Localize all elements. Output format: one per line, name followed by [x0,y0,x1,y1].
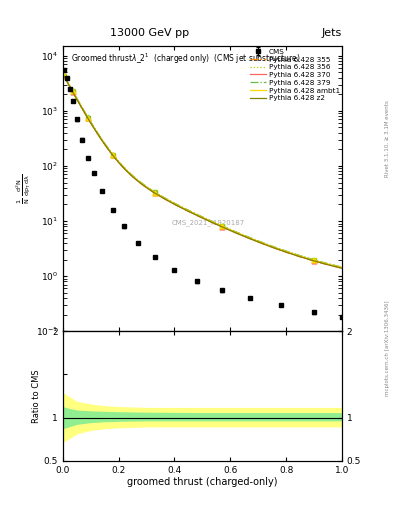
Pythia 6.428 370 [211,220,216,226]
Pythia 6.428 356 [193,211,198,217]
Pythia 6.428 ambt1 [195,212,200,218]
Pythia 6.428 355 [333,264,338,270]
Line: Pythia 6.428 356: Pythia 6.428 356 [63,74,342,267]
Pythia 6.428 355 [193,212,198,218]
Line: Pythia 6.428 379: Pythia 6.428 379 [63,74,342,267]
Text: mcplots.cern.ch [arXiv:1306.3436]: mcplots.cern.ch [arXiv:1306.3436] [385,301,390,396]
Line: Pythia 6.428 ambt1: Pythia 6.428 ambt1 [63,74,342,268]
Legend: CMS, Pythia 6.428 355, Pythia 6.428 356, Pythia 6.428 370, Pythia 6.428 379, Pyt: CMS, Pythia 6.428 355, Pythia 6.428 356,… [249,48,340,102]
Line: Pythia 6.428 355: Pythia 6.428 355 [63,75,342,268]
Pythia 6.428 379 [61,71,66,77]
Pythia 6.428 356 [340,264,344,270]
Pythia 6.428 z2 [333,264,338,270]
Text: Rivet 3.1.10, ≥ 3.1M events: Rivet 3.1.10, ≥ 3.1M events [385,100,390,177]
Pythia 6.428 355 [195,212,200,219]
Pythia 6.428 355 [227,227,231,233]
Pythia 6.428 370 [340,265,344,271]
Pythia 6.428 355 [211,220,216,226]
Text: Jets: Jets [321,28,342,38]
Pythia 6.428 379 [193,210,198,217]
Text: CMS_2021_I1920187: CMS_2021_I1920187 [171,220,244,226]
Pythia 6.428 356 [289,250,294,256]
Pythia 6.428 370 [289,251,294,257]
Pythia 6.428 379 [211,219,216,225]
Pythia 6.428 379 [195,211,200,218]
Pythia 6.428 ambt1 [211,220,216,226]
Pythia 6.428 356 [195,211,200,218]
Pythia 6.428 z2 [340,265,344,271]
Pythia 6.428 356 [333,263,338,269]
Pythia 6.428 370 [61,71,66,77]
Pythia 6.428 z2 [289,251,294,257]
Pythia 6.428 356 [61,71,66,77]
Pythia 6.428 ambt1 [289,250,294,257]
Pythia 6.428 ambt1 [227,226,231,232]
X-axis label: groomed thrust (charged-only): groomed thrust (charged-only) [127,477,277,487]
Pythia 6.428 356 [227,226,231,232]
Pythia 6.428 370 [193,211,198,218]
Pythia 6.428 z2 [195,212,200,219]
Pythia 6.428 355 [61,72,66,78]
Y-axis label: $\mathregular{\frac{1}{N}\ \frac{d^{2}N}{d p_{T}\, d\lambda}}$: $\mathregular{\frac{1}{N}\ \frac{d^{2}N}… [15,174,33,204]
Pythia 6.428 z2 [61,72,66,78]
Text: Groomed thrust$\lambda\_2^1$  (charged only)  (CMS jet substructure): Groomed thrust$\lambda\_2^1$ (charged on… [71,52,301,66]
Pythia 6.428 355 [289,251,294,257]
Pythia 6.428 370 [195,212,200,218]
Pythia 6.428 379 [227,226,231,232]
Pythia 6.428 356 [211,219,216,225]
Pythia 6.428 ambt1 [61,71,66,77]
Y-axis label: Ratio to CMS: Ratio to CMS [32,369,41,423]
Text: 13000 GeV pp: 13000 GeV pp [110,28,189,38]
Pythia 6.428 ambt1 [193,211,198,217]
Pythia 6.428 379 [333,263,338,269]
Pythia 6.428 370 [333,263,338,269]
Pythia 6.428 z2 [193,211,198,218]
Pythia 6.428 z2 [227,227,231,233]
Pythia 6.428 355 [340,265,344,271]
Pythia 6.428 379 [289,250,294,256]
Pythia 6.428 ambt1 [333,263,338,269]
Pythia 6.428 370 [227,227,231,233]
Pythia 6.428 ambt1 [340,265,344,271]
Line: Pythia 6.428 z2: Pythia 6.428 z2 [63,75,342,268]
Pythia 6.428 379 [340,264,344,270]
Line: Pythia 6.428 370: Pythia 6.428 370 [63,74,342,268]
Pythia 6.428 z2 [211,220,216,226]
